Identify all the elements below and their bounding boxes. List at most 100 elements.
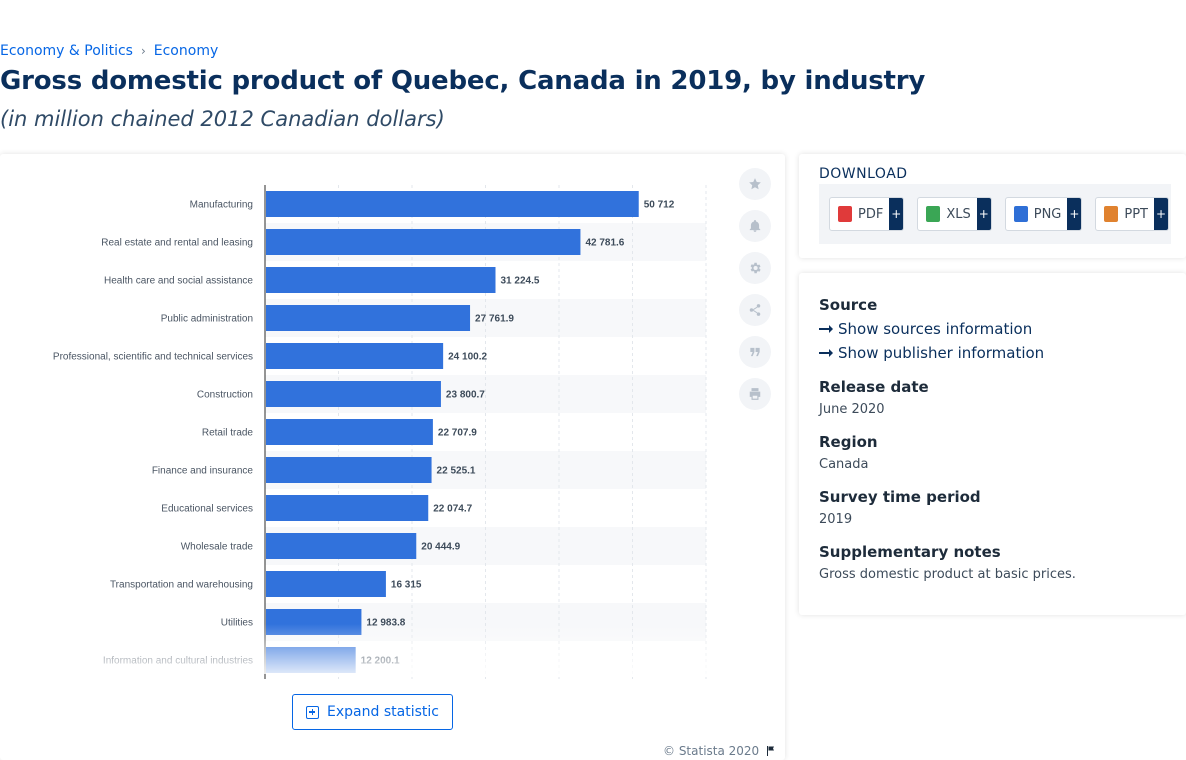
show-sources-link[interactable]: Show sources information: [819, 320, 1032, 338]
share-icon: [749, 304, 761, 316]
download-pdf-label: PDF: [858, 206, 884, 222]
arrow-right-icon: [819, 349, 833, 357]
value-label: 22 074.7: [433, 504, 472, 515]
download-card: DOWNLOAD PDF + XLS + PNG + PPT +: [799, 154, 1186, 258]
download-png-plus: +: [1067, 198, 1082, 230]
category-label: Health care and social assistance: [104, 276, 253, 287]
supplementary-notes-heading: Supplementary notes: [819, 543, 1001, 561]
value-label: 12 200.1: [361, 656, 400, 667]
bar: [266, 571, 386, 597]
page-title: Gross domestic product of Quebec, Canada…: [0, 66, 926, 96]
value-label: 42 781.6: [585, 238, 624, 249]
value-label: 22 525.1: [437, 466, 476, 477]
category-label: Real estate and rental and leasing: [101, 238, 253, 249]
download-title: DOWNLOAD: [819, 166, 908, 182]
download-ppt-label: PPT: [1124, 206, 1148, 222]
download-pdf-button[interactable]: PDF +: [829, 197, 905, 231]
value-label: 23 800.7: [446, 390, 485, 401]
value-label: 24 100.2: [448, 352, 487, 363]
category-label: Educational services: [161, 504, 253, 515]
download-xls-label: XLS: [946, 206, 971, 222]
region-value: Canada: [819, 457, 869, 472]
download-xls-plus: +: [976, 198, 991, 230]
bar: [266, 647, 356, 673]
category-label: Retail trade: [202, 428, 254, 439]
cite-button[interactable]: [739, 336, 771, 368]
bar: [266, 267, 496, 293]
chart-card: Manufacturing 50 712 Real estate and renta…: [0, 154, 785, 760]
gear-icon: [750, 262, 761, 274]
quote-icon: [750, 347, 760, 357]
download-buttons: PDF + XLS + PNG + PPT +: [819, 184, 1171, 244]
download-pdf-plus: +: [889, 198, 904, 230]
settings-button[interactable]: [739, 252, 771, 284]
share-button[interactable]: [739, 294, 771, 326]
download-xls-button[interactable]: XLS +: [917, 197, 992, 231]
release-date-value: June 2020: [819, 402, 885, 417]
breadcrumb-separator: ›: [140, 44, 146, 58]
bar: [266, 381, 441, 407]
print-icon: [749, 388, 761, 400]
value-label: 12 983.8: [366, 618, 405, 629]
print-button[interactable]: [739, 378, 771, 410]
category-label: Manufacturing: [190, 200, 253, 211]
category-label: Construction: [197, 390, 253, 401]
notification-button[interactable]: [739, 210, 771, 242]
category-label: Utilities: [221, 618, 253, 629]
survey-period-value: 2019: [819, 512, 853, 527]
show-publisher-link[interactable]: Show publisher information: [819, 344, 1044, 362]
statistic-info-card: Source Show sources information Show pub…: [799, 273, 1186, 615]
download-png-button[interactable]: PNG +: [1004, 197, 1083, 231]
plus-square-icon: [306, 705, 320, 719]
bar: [266, 533, 417, 559]
download-ppt-button[interactable]: PPT +: [1095, 197, 1169, 231]
pdf-file-icon: [838, 206, 852, 222]
value-label: 31 224.5: [501, 276, 540, 287]
breadcrumb: Economy & Politics › Economy: [0, 43, 218, 59]
bar-chart: Manufacturing 50 712 Real estate and renta…: [53, 185, 707, 679]
region-heading: Region: [819, 433, 878, 451]
bell-icon: [749, 219, 761, 232]
star-icon: [749, 178, 761, 190]
bar: [266, 609, 362, 635]
copyright: © Statista 2020: [663, 744, 777, 758]
png-file-icon: [1013, 206, 1028, 222]
page-subtitle: (in million chained 2012 Canadian dollar…: [0, 107, 445, 131]
expand-statistic-label: Expand statistic: [327, 704, 439, 720]
value-label: 22 707.9: [438, 428, 477, 439]
chart-tools: [739, 168, 771, 420]
bar: [266, 305, 471, 331]
favorite-button[interactable]: [739, 168, 771, 200]
expand-statistic-button[interactable]: Expand statistic: [292, 694, 453, 730]
supplementary-notes-value: Gross domestic product at basic prices.: [819, 567, 1076, 582]
bar: [266, 495, 429, 521]
bar: [266, 419, 433, 445]
value-label: 50 712: [644, 200, 675, 211]
release-date-heading: Release date: [819, 378, 929, 396]
breadcrumb-economy-politics[interactable]: Economy & Politics: [0, 43, 133, 59]
bar: [266, 191, 639, 217]
survey-period-heading: Survey time period: [819, 488, 981, 506]
show-sources-label: Show sources information: [838, 320, 1033, 338]
category-label: Wholesale trade: [181, 542, 254, 553]
bar: [266, 457, 432, 483]
arrow-right-icon: [819, 325, 833, 333]
category-label: Professional, scientific and technical s…: [53, 352, 253, 363]
download-ppt-plus: +: [1154, 198, 1168, 230]
value-label: 20 444.9: [421, 542, 460, 553]
download-png-label: PNG: [1033, 206, 1062, 222]
category-label: Public administration: [161, 314, 253, 325]
breadcrumb-economy[interactable]: Economy: [153, 43, 219, 59]
source-heading: Source: [819, 296, 878, 314]
show-publisher-label: Show publisher information: [838, 344, 1045, 362]
category-label: Finance and insurance: [152, 466, 254, 477]
ppt-file-icon: [1104, 206, 1119, 222]
value-label: 16 315: [391, 580, 422, 591]
flag-icon[interactable]: [765, 745, 777, 757]
category-label: Information and cultural industries: [103, 656, 253, 667]
bar: [266, 229, 581, 255]
value-label: 27 761.9: [475, 314, 514, 325]
copyright-text: © Statista 2020: [663, 744, 760, 758]
bar: [266, 343, 444, 369]
category-label: Transportation and warehousing: [110, 580, 253, 591]
